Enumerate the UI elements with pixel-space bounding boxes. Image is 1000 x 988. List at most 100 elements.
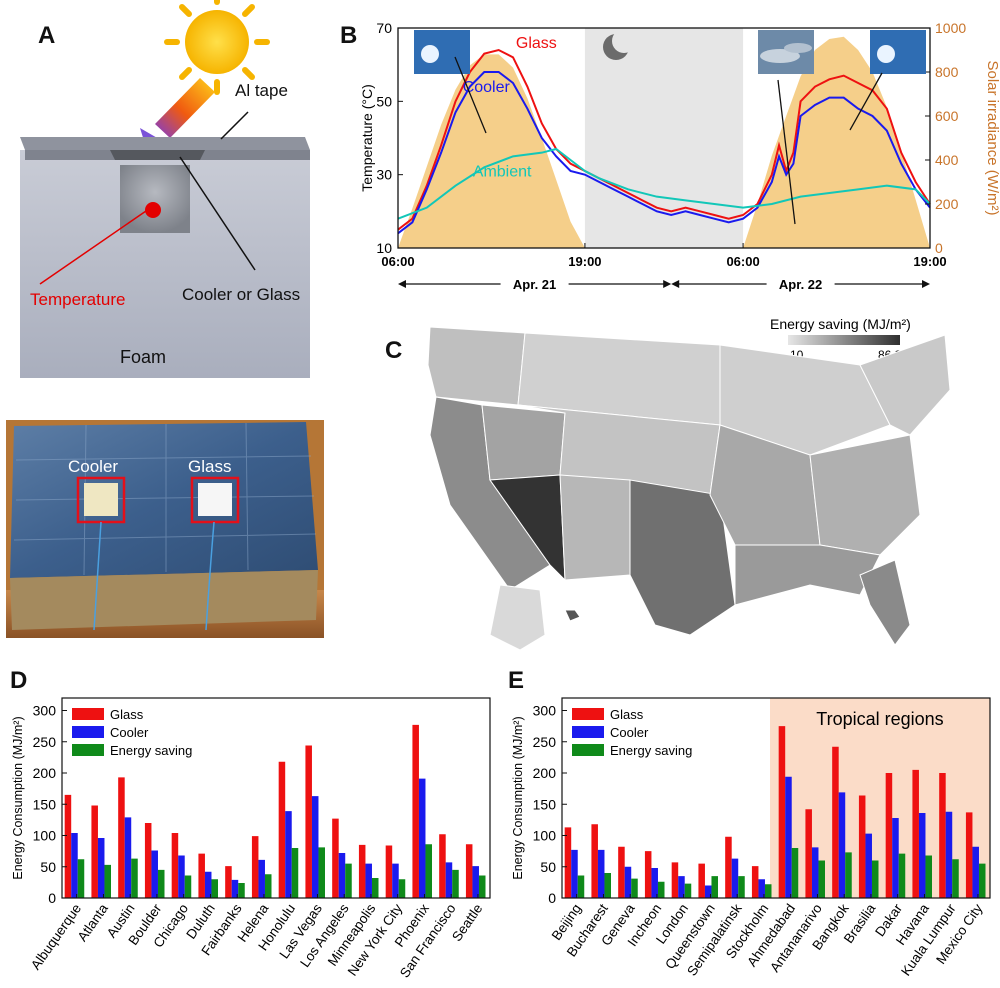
bar-cooler	[571, 849, 578, 898]
legend-label-glass: Glass	[110, 707, 144, 722]
bar-cooler	[258, 859, 265, 898]
y-tick-label: 300	[533, 703, 557, 719]
bar-glass	[832, 746, 839, 898]
y-tick-label: 150	[33, 796, 57, 812]
legend-label-glass: Glass	[610, 707, 644, 722]
series-line-cooler	[397, 71, 931, 235]
bar-energy-saving	[371, 878, 379, 898]
bar-glass	[644, 851, 652, 898]
bar-cooler	[418, 778, 426, 898]
bar-glass	[805, 809, 812, 898]
bar-glass	[332, 818, 339, 898]
region-great-basin	[481, 404, 566, 481]
bar-energy-saving	[711, 876, 718, 898]
bar-cooler	[865, 833, 872, 898]
bar-cooler	[811, 847, 819, 898]
panel-letter-c: C	[385, 337, 403, 364]
bar-cooler	[972, 846, 979, 898]
x-tick-label: 06:00	[381, 254, 414, 269]
bar-glass	[591, 824, 598, 898]
bar-energy-saving	[264, 874, 272, 898]
bar-glass	[751, 866, 759, 898]
y2-tick-label: 600	[935, 108, 959, 124]
region-southeast	[809, 434, 921, 556]
legend-swatch-energy-saving	[572, 744, 604, 756]
bar-cooler	[445, 862, 453, 898]
bar-cooler	[678, 876, 685, 898]
bar-glass	[198, 853, 205, 898]
panel-a-photo: Cooler Glass	[6, 420, 324, 638]
bar-energy-saving	[478, 875, 486, 898]
panel-a-schematic: Al tape Temperature Cooler or Glass Foam	[20, 0, 310, 378]
bar-glass	[725, 836, 732, 898]
al-tape-pointer	[220, 111, 249, 140]
plot-frame	[561, 697, 991, 899]
bar-energy-saving	[452, 869, 459, 898]
bar-cooler	[178, 855, 185, 898]
bar-energy-saving	[104, 864, 111, 898]
bar-cooler	[392, 863, 399, 898]
bar-cooler	[651, 868, 658, 898]
bar-cooler	[124, 817, 132, 898]
bar-energy-saving	[398, 879, 406, 898]
region-alaska	[489, 584, 546, 651]
label-foam: Foam	[120, 347, 166, 367]
bar-energy-saving	[764, 884, 772, 898]
bar-energy-saving	[818, 860, 825, 898]
bar-cooler	[338, 853, 346, 898]
bar-glass	[118, 777, 125, 898]
bar-energy-saving	[345, 863, 352, 898]
label-al-tape: Al tape	[235, 81, 288, 100]
region-hawaii	[564, 609, 581, 622]
day-label-bg	[500, 274, 569, 292]
plot-frame	[61, 697, 491, 899]
bar-glass	[858, 795, 866, 898]
legend-swatch-cooler	[72, 726, 104, 738]
legend-swatch-energy-saving	[72, 744, 104, 756]
y-tick-label: 0	[548, 890, 556, 906]
region-gulf	[734, 544, 881, 606]
bar-energy-saving	[577, 875, 585, 898]
day-label: Apr. 22	[779, 277, 822, 292]
bar-cooler	[945, 811, 953, 898]
bar-glass	[412, 724, 419, 898]
photo-pointer	[777, 79, 796, 225]
panel-d-bar-chart: 0 50 100 150 200 250 300 Energy Consumption (MJ…	[11, 697, 491, 980]
y-tick-label: 30	[376, 167, 392, 183]
legend-label-cooler: Cooler	[110, 725, 149, 740]
y-tick-label: 10	[376, 240, 392, 256]
bar-glass	[385, 845, 393, 898]
y2-tick-label: 200	[935, 196, 959, 212]
tropical-region-label: Tropical regions	[816, 709, 943, 729]
bar-cooler	[71, 833, 78, 898]
panel-letter-d: D	[10, 667, 28, 694]
temperature-pointer	[39, 210, 147, 285]
legend-swatch-glass	[572, 708, 604, 720]
day-span-arrow-left	[671, 280, 680, 288]
bar-energy-saving	[631, 878, 638, 898]
bar-glass	[358, 844, 366, 898]
moon-cutout	[612, 29, 636, 53]
bar-cooler	[365, 863, 372, 898]
region-new-mexico	[559, 474, 631, 581]
y-tick-label: 250	[33, 734, 57, 750]
bar-energy-saving	[898, 853, 906, 898]
bar-energy-saving	[925, 855, 932, 898]
bar-energy-saving	[871, 860, 879, 898]
foam-block	[20, 137, 310, 378]
bar-energy-saving	[77, 859, 85, 898]
y-axis-label: Temperature (°C)	[359, 84, 375, 192]
bar-energy-saving	[291, 848, 299, 898]
bar-glass	[225, 866, 232, 898]
bar-glass	[91, 805, 98, 898]
bar-cooler	[204, 871, 212, 898]
bar-energy-saving	[684, 883, 692, 898]
bar-energy-saving	[604, 873, 611, 898]
bar-cooler	[918, 813, 926, 898]
bar-cooler	[472, 866, 479, 898]
region-northeast	[859, 334, 950, 436]
bar-cooler	[151, 850, 158, 898]
bar-energy-saving	[131, 858, 138, 898]
bar-energy-saving	[978, 863, 986, 898]
series-line-glass	[397, 48, 931, 231]
